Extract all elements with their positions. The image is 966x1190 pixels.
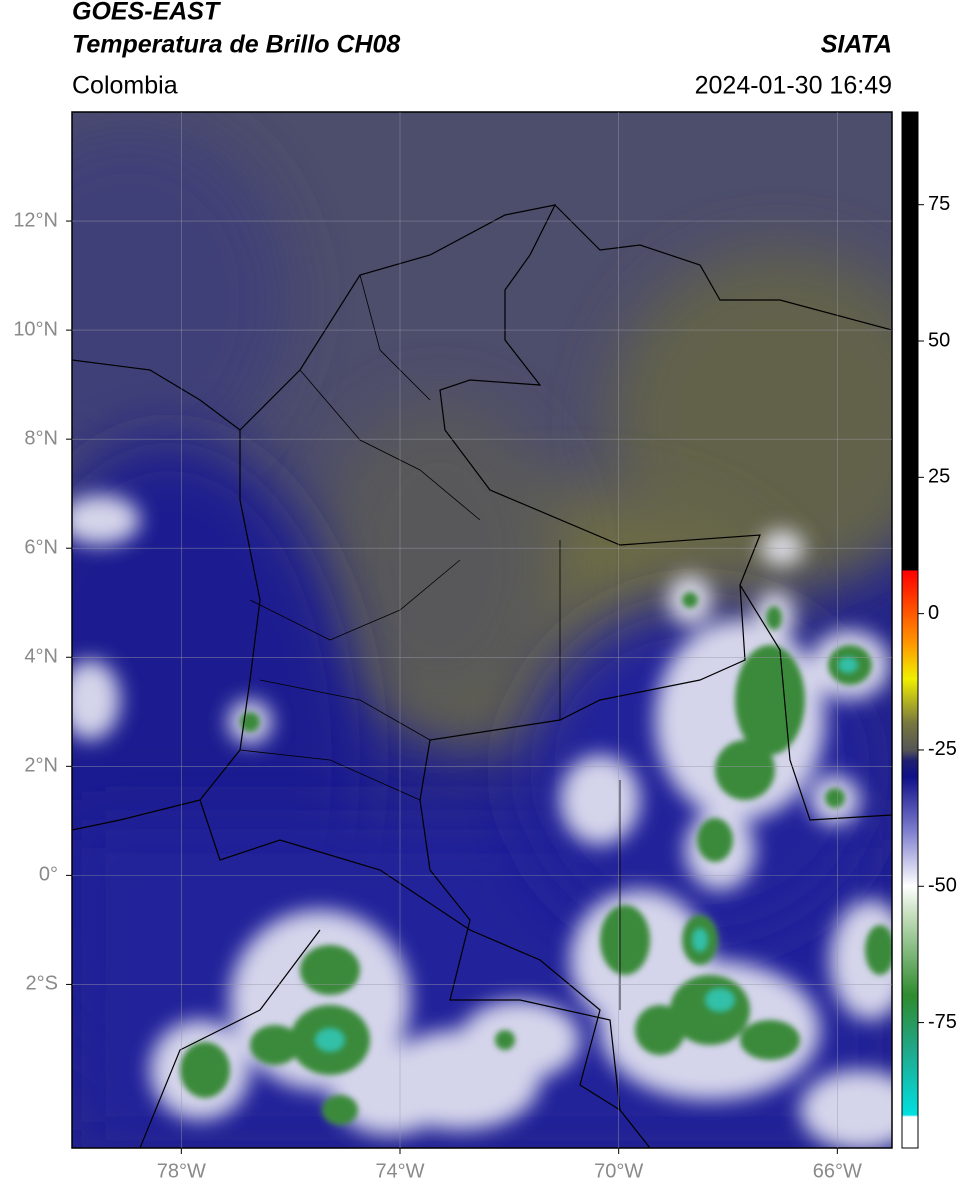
x-tick-label: 66°W [813, 1160, 862, 1182]
colorbar-tick-label: -50 [928, 875, 957, 897]
y-tick-label: 0° [39, 864, 58, 886]
map-frame [71, 111, 893, 1149]
colorbar-tick-label: 50 [928, 329, 950, 351]
y-tick-label: 2°N [24, 755, 58, 777]
colorbar [901, 111, 919, 1149]
y-tick-label: 6°N [24, 536, 58, 558]
source: SIATA [821, 31, 892, 59]
x-tick-label: 74°W [375, 1160, 424, 1182]
x-tick-label: 78°W [157, 1160, 206, 1182]
satellite-image [72, 112, 892, 1148]
colorbar-tick-label: 25 [928, 466, 950, 488]
x-tick-label: 70°W [594, 1160, 643, 1182]
internal-borders [239, 274, 621, 1010]
colorbar-tick-label: 0 [928, 602, 939, 624]
region: Colombia [72, 72, 178, 100]
y-tick-label: 8°N [24, 427, 58, 449]
colorbar-tick-label: -25 [928, 738, 957, 760]
title: GOES-EAST [72, 0, 222, 26]
datetime: 2024-01-30 16:49 [695, 72, 892, 100]
y-tick-label: 4°N [24, 646, 58, 668]
subtitle: Temperatura de Brillo CH08 [72, 31, 400, 59]
y-tick-label: 10°N [13, 318, 58, 340]
colorbar-tick-label: -75 [928, 1011, 957, 1033]
y-tick-label: 12°N [13, 209, 58, 231]
colorbar-tick-label: 75 [928, 193, 950, 215]
ticks: 78°W 74°W 70°W 66°W 12°N 10°N 8°N 6°N 4°N 2°N 0° 2°… [13, 112, 957, 1182]
y-tick-label: 2°S [26, 973, 58, 995]
borders [199, 204, 761, 1112]
coastline [72, 204, 892, 1148]
